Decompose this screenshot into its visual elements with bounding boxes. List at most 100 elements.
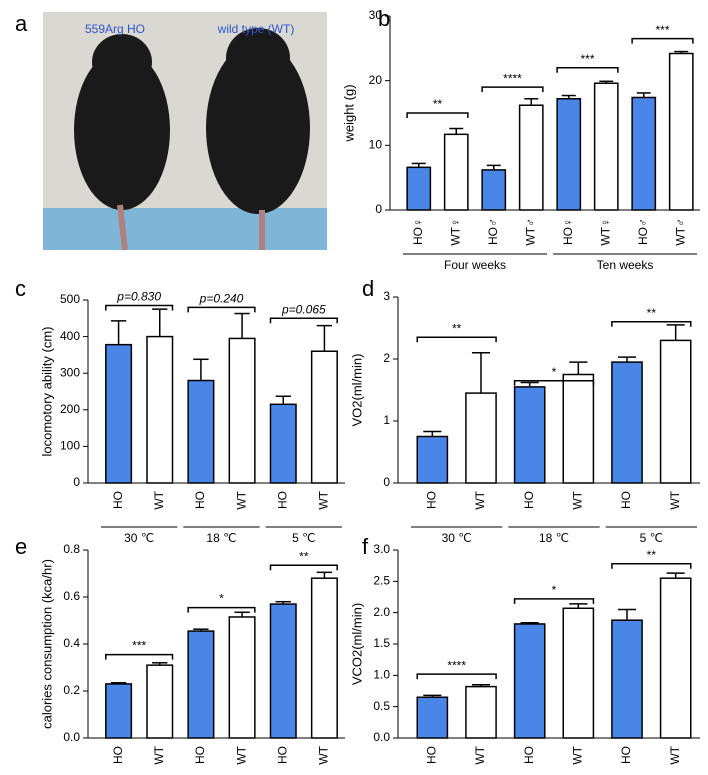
significance-bracket <box>269 564 338 571</box>
x-tick-label: WT♂ <box>523 218 537 246</box>
bar <box>513 623 546 739</box>
significance-bracket <box>416 336 497 343</box>
x-tick-label: WT♂ <box>673 218 687 246</box>
x-tick-label: WT <box>571 745 585 764</box>
chart: f VCO2(ml/min) 0.0 0.5 1.0 1.5 2.0 2.5 3.0 HO WT HO… <box>349 534 700 765</box>
bar <box>146 664 174 739</box>
bar <box>443 133 469 211</box>
significance-label: ** <box>452 321 462 335</box>
significance-label: *** <box>580 52 594 66</box>
bar <box>310 577 338 739</box>
group-label: 30 ℃ <box>124 531 154 545</box>
panel-letter: a <box>15 11 28 36</box>
significance-bracket <box>187 306 256 313</box>
group-label: 5 ℃ <box>640 531 663 545</box>
y-axis-label: calories consumption (kca/hr) <box>39 559 54 729</box>
mouse-ho <box>74 50 170 210</box>
significance-bracket <box>187 606 256 613</box>
mouse-wt-head <box>226 28 290 88</box>
significance-bracket <box>611 563 692 569</box>
bar <box>659 339 692 484</box>
y-tick-label: 0.0 <box>63 730 80 744</box>
significance-label: **** <box>447 658 466 672</box>
y-tick-label: 30 <box>369 8 383 22</box>
significance-bracket <box>631 37 694 44</box>
panel-letter: b <box>378 6 390 31</box>
bar <box>416 435 449 484</box>
bar <box>668 52 694 211</box>
bar <box>269 603 297 739</box>
group-label: 30 ℃ <box>442 531 472 545</box>
significance-bracket <box>513 598 595 604</box>
panel-letter: e <box>15 534 27 559</box>
significance-label: p=0.240 <box>199 291 244 305</box>
chart: b weight (g) 0 10 20 30 HO♀ WT♀ HO♂ WT♂ HO♀ WT♀ HO♂ W… <box>341 6 700 272</box>
y-tick-label: 0.8 <box>63 542 80 556</box>
bar <box>611 361 643 484</box>
y-tick-label: 0.0 <box>373 730 390 744</box>
y-tick-label: 2.5 <box>373 574 390 588</box>
y-tick-label: 3 <box>383 289 390 303</box>
x-tick-label: HO <box>275 746 289 764</box>
bar <box>611 619 643 739</box>
chart: c locomotory ability (cm) 0 100 200 300 400 500… <box>15 276 345 545</box>
significance-bracket <box>556 66 619 73</box>
group-label: 18 ℃ <box>206 531 236 545</box>
x-tick-label: WT <box>317 490 331 509</box>
bar <box>228 337 256 484</box>
bar <box>631 96 657 211</box>
significance-label: ** <box>433 97 443 111</box>
y-tick-label: 20 <box>369 73 383 87</box>
significance-label: **** <box>503 71 522 85</box>
significance-label: * <box>552 365 557 379</box>
group-label: Ten weeks <box>597 258 654 272</box>
panel-letter: f <box>362 534 369 559</box>
y-tick-label: 0 <box>383 475 390 489</box>
x-tick-label: HO <box>111 746 125 764</box>
y-tick-label: 500 <box>60 292 80 306</box>
x-tick-label: WT♀ <box>448 218 462 246</box>
x-tick-label: WT <box>234 745 248 764</box>
significance-label: *** <box>655 23 669 37</box>
y-tick-label: 300 <box>60 365 80 379</box>
bar <box>518 104 544 211</box>
x-tick-label: HO <box>425 746 439 764</box>
significance-label: *** <box>132 639 146 653</box>
photo-label: 559Arg HO <box>85 22 145 36</box>
significance-label: ** <box>647 306 657 320</box>
bar <box>593 82 619 211</box>
x-tick-label: HO <box>522 491 536 509</box>
panel-letter: c <box>15 276 26 301</box>
bar <box>105 683 133 739</box>
x-tick-label: WT <box>234 490 248 509</box>
significance-bracket <box>105 653 174 660</box>
x-tick-label: WT <box>152 745 166 764</box>
x-tick-label: WT <box>668 745 682 764</box>
y-tick-label: 10 <box>369 138 383 152</box>
y-tick-label: 0.5 <box>373 699 390 713</box>
x-tick-label: HO♀ <box>561 218 575 245</box>
y-tick-label: 200 <box>60 402 80 416</box>
x-tick-label: HO♂ <box>486 218 500 245</box>
bar <box>187 379 215 484</box>
bar <box>105 343 133 484</box>
bar <box>228 616 256 739</box>
photo: 559Arg HO wild type (WT) a <box>15 11 327 251</box>
y-axis-label: weight (g) <box>341 84 356 142</box>
ruler <box>43 208 327 250</box>
tails <box>117 204 265 251</box>
bar <box>269 403 297 484</box>
bar <box>406 166 432 211</box>
panel-letter: d <box>362 276 374 301</box>
y-axis-label: locomotory ability (cm) <box>39 326 54 456</box>
bar <box>659 577 692 739</box>
x-tick-label: HO♀ <box>411 218 425 245</box>
bar <box>562 373 595 484</box>
y-tick-label: 0.4 <box>63 636 80 650</box>
x-tick-label: HO <box>193 491 207 509</box>
significance-bracket <box>105 304 174 311</box>
bar <box>481 169 507 211</box>
y-axis-label: VO2(ml/min) <box>349 354 364 427</box>
chart: e calories consumption (kca/hr) 0.0 0.2 0.4 0… <box>15 534 345 765</box>
